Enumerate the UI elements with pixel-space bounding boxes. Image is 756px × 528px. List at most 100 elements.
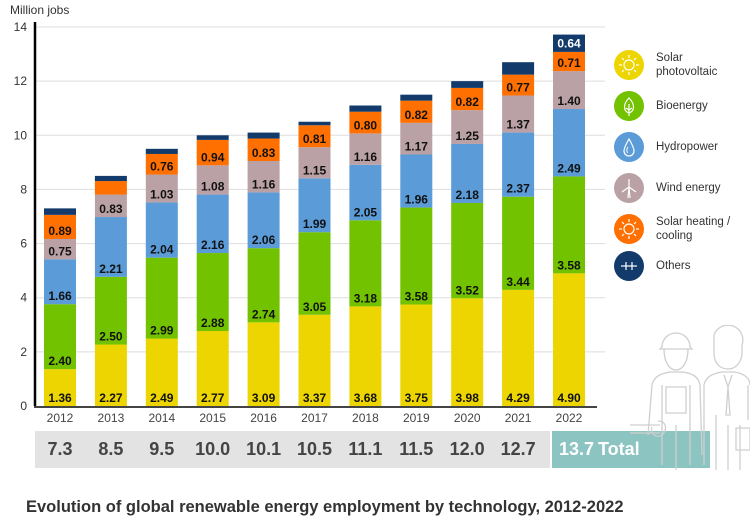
bar-segment xyxy=(298,121,331,126)
bar-segment xyxy=(298,147,331,179)
x-tick-label: 2021 xyxy=(505,411,532,425)
bar-segment xyxy=(44,214,76,239)
sun-icon xyxy=(614,50,644,80)
bar-segment xyxy=(247,192,280,249)
bar-segment xyxy=(349,105,382,112)
bar-segment xyxy=(553,34,585,52)
legend-label: Hydropower xyxy=(656,141,718,153)
bar-segment xyxy=(553,176,585,274)
segment-value-label: 0.80 xyxy=(354,118,378,132)
bar-segment xyxy=(298,125,331,148)
chart-caption: Evolution of global renewable energy emp… xyxy=(26,498,624,516)
bar-segment xyxy=(94,344,127,406)
bar-segment xyxy=(145,174,178,203)
workers-illustration xyxy=(630,325,750,470)
total-value: 11.1 xyxy=(348,439,383,459)
x-tick-label: 2012 xyxy=(47,411,74,425)
bar-segment xyxy=(553,51,585,72)
total-value: 9.5 xyxy=(149,439,175,459)
segment-value-label: 1.36 xyxy=(48,391,72,405)
y-tick-label: 8 xyxy=(20,182,27,196)
bar-segment xyxy=(451,143,484,203)
bar-segment xyxy=(400,122,433,155)
segment-value-label: 0.94 xyxy=(201,150,225,164)
segment-value-label: 0.64 xyxy=(557,37,581,51)
segment-value-label: 1.66 xyxy=(48,289,72,303)
bar-segment xyxy=(247,161,280,193)
segment-value-label: 3.52 xyxy=(456,283,480,297)
total-value: 11.5 xyxy=(399,439,434,459)
segment-value-label: 3.09 xyxy=(252,391,276,405)
x-tick-label: 2013 xyxy=(98,411,125,425)
bar-segment xyxy=(451,202,484,299)
segment-labels: 1.36 2.40 1.66 0.75 0.89 2.27 2.50 2.21 0.83 2.49… xyxy=(48,37,581,405)
segment-value-label: 2.05 xyxy=(354,205,378,219)
segment-value-label: 3.37 xyxy=(303,391,327,405)
bar-segment xyxy=(349,164,382,221)
segment-value-label: 2.88 xyxy=(201,316,225,330)
segment-value-label: 1.25 xyxy=(456,129,480,143)
bar-segment xyxy=(44,208,76,215)
bar-segment xyxy=(247,132,280,139)
bar-segment xyxy=(94,217,127,277)
x-tick-label: 2018 xyxy=(352,411,379,425)
bar-segment xyxy=(400,100,433,123)
x-tick-label: 2014 xyxy=(148,411,175,425)
bar-segment xyxy=(196,139,229,166)
x-tick-label: 2022 xyxy=(556,411,583,425)
segment-value-label: 3.75 xyxy=(405,391,429,405)
segment-value-label: 3.18 xyxy=(354,291,378,305)
bar-segment xyxy=(298,314,331,406)
segment-value-label: 1.99 xyxy=(303,217,327,231)
bar-segment xyxy=(502,62,535,75)
bar-segment xyxy=(44,304,76,370)
bar-segment xyxy=(451,110,484,144)
y-tick-label: 0 xyxy=(20,399,27,413)
legend-label: Solar photovoltaic xyxy=(656,52,718,78)
segment-value-label: 0.83 xyxy=(99,202,123,216)
segment-value-label: 3.58 xyxy=(557,258,581,272)
segment-value-label: 2.49 xyxy=(557,161,581,175)
bar-segment xyxy=(400,207,433,305)
segment-value-label: 2.04 xyxy=(150,243,174,257)
water-drop-icon xyxy=(614,132,644,162)
bar-segment xyxy=(44,259,76,305)
segment-value-label: 0.83 xyxy=(252,146,276,160)
bar-segment xyxy=(553,71,585,110)
total-value: 8.5 xyxy=(98,439,124,459)
legend-label: Wind energy xyxy=(656,182,721,194)
bar-segment xyxy=(94,175,127,182)
axes: 0 2 4 6 8 10 12 14 2012 2013 2014 2015 2016 2017 2018 2… xyxy=(14,20,597,425)
segment-value-label: 3.58 xyxy=(405,289,429,303)
segment-value-label: 0.82 xyxy=(405,108,429,122)
total-value: 12.7 xyxy=(500,439,536,459)
segment-value-label: 1.37 xyxy=(506,118,530,132)
x-tick-label: 2017 xyxy=(301,411,328,425)
total-value: 10.0 xyxy=(195,439,231,459)
segment-value-label: 0.89 xyxy=(48,224,72,238)
segment-value-label: 2.27 xyxy=(99,391,123,405)
x-tick-label: 2020 xyxy=(454,411,481,425)
segment-value-label: 0.71 xyxy=(557,56,581,70)
legend-item-hydropower: Hydropower xyxy=(614,132,746,162)
segment-value-label: 0.76 xyxy=(150,160,174,174)
bar-segment xyxy=(196,253,229,332)
bar-segment xyxy=(451,87,484,111)
bar-segment xyxy=(502,289,535,406)
legend-label: Bioenergy xyxy=(656,100,708,112)
bar-segment xyxy=(247,248,280,323)
bar-segment xyxy=(145,202,178,258)
bars xyxy=(44,34,585,406)
segment-value-label: 0.81 xyxy=(303,132,327,146)
total-value: 10.1 xyxy=(246,439,282,459)
segment-value-label: 1.17 xyxy=(405,140,429,154)
total-label: Total xyxy=(598,439,640,459)
segment-value-label: 2.99 xyxy=(150,324,174,338)
bar-segment xyxy=(145,153,178,175)
bar-segment xyxy=(298,178,331,233)
segment-value-label: 4.29 xyxy=(506,391,530,405)
bar-segment xyxy=(94,194,127,218)
legend-item-others: Others xyxy=(614,251,746,281)
y-tick-label: 6 xyxy=(20,237,27,251)
y-tick-label: 10 xyxy=(14,128,28,142)
